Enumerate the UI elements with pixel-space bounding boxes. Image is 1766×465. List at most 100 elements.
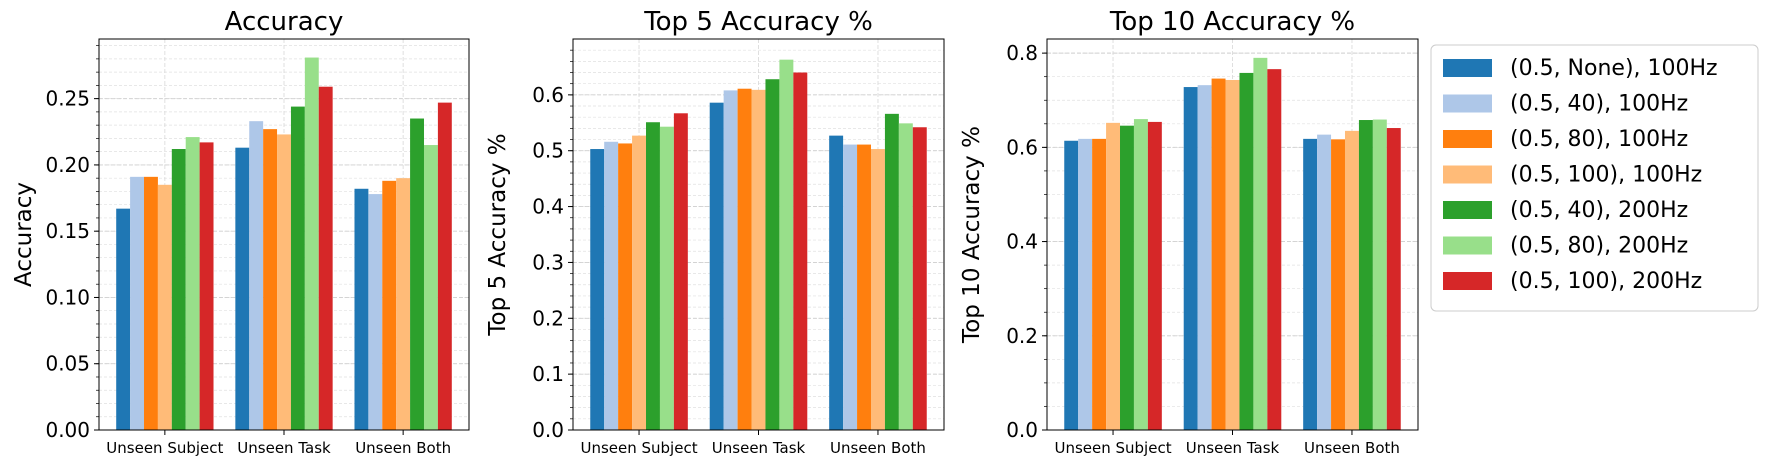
y-tick-label: 0.1 [532, 362, 564, 386]
x-tick-label: Unseen Task [712, 439, 806, 457]
x-tick-label: Unseen Subject [580, 439, 697, 457]
bar [659, 126, 674, 431]
x-tick-label: Unseen Task [1186, 439, 1280, 457]
bar [793, 72, 808, 430]
bar [1225, 79, 1240, 430]
bar [1133, 119, 1148, 430]
y-tick-label: 0.6 [532, 83, 564, 107]
bar [318, 86, 333, 430]
bar [857, 144, 871, 430]
legend-label: (0.5, 100), 200Hz [1510, 269, 1702, 294]
bar [423, 145, 438, 430]
bar [1064, 140, 1079, 430]
bars [1064, 57, 1401, 431]
bar [765, 79, 780, 431]
legend: (0.5, None), 100Hz (0.5, 40), 100Hz (0.5, … [1430, 44, 1759, 312]
x-tick-label: Unseen Both [830, 439, 926, 457]
bar [1078, 138, 1093, 430]
legend-label: (0.5, 80), 200Hz [1510, 234, 1688, 259]
y-tick-label: 0.2 [532, 306, 564, 330]
bar [368, 194, 383, 430]
bar [723, 90, 738, 430]
bar [396, 178, 411, 430]
bar [304, 57, 319, 430]
bar [1372, 119, 1387, 430]
y-axis-label: Accuracy [11, 182, 37, 287]
bar [1147, 121, 1162, 431]
x-tick-label: Unseen Subject [1054, 439, 1171, 457]
legend-swatch [1443, 236, 1492, 255]
bar [263, 129, 278, 430]
legend-label: (0.5, 80), 100Hz [1510, 127, 1688, 152]
bar [618, 143, 633, 430]
bar [249, 121, 264, 430]
bar [1303, 138, 1318, 430]
bar [751, 89, 766, 430]
chart-title: Top 10 Accuracy % [1109, 7, 1355, 37]
bar [898, 123, 913, 430]
bar [1092, 138, 1107, 430]
y-tick-label: 0.4 [1006, 230, 1038, 254]
bar [673, 113, 688, 430]
legend-swatch [1443, 165, 1492, 184]
x-tick-label: Unseen Both [1304, 439, 1400, 457]
bar [590, 149, 605, 430]
legend-box [1430, 44, 1759, 312]
bar [277, 134, 291, 430]
bar [912, 127, 927, 431]
x-tick-label: Unseen Task [237, 439, 331, 457]
y-tick-label: 0.00 [45, 418, 90, 442]
y-tick-label: 0.15 [45, 219, 90, 243]
bar [116, 208, 131, 430]
bar [290, 106, 305, 430]
y-tick-label: 0.3 [532, 250, 564, 274]
y-tick-label: 0.6 [1006, 135, 1038, 159]
legend-label: (0.5, None), 100Hz [1510, 56, 1718, 81]
bar [632, 135, 647, 430]
bar [843, 144, 858, 430]
chart-panel-3: 0.0 0.2 0.4 0.6 0.8 Unseen Subject Unseen Task… [959, 7, 1419, 457]
bar [354, 188, 369, 430]
legend-label: (0.5, 40), 200Hz [1510, 198, 1688, 223]
y-tick-label: 0.0 [1006, 418, 1038, 442]
legend-swatch [1443, 94, 1492, 113]
bar [1211, 78, 1226, 431]
y-tick-label: 0.0 [532, 418, 564, 442]
bar [1344, 130, 1359, 430]
bar [144, 176, 158, 430]
y-tick-label: 0.10 [45, 285, 90, 309]
y-axis-label: Top 10 Accuracy % [959, 126, 985, 344]
bar [604, 141, 619, 430]
bar [235, 147, 250, 430]
bar [1267, 69, 1282, 430]
bar [1253, 57, 1268, 430]
chart-title: Accuracy [225, 7, 344, 37]
y-axis-label: Top 5 Accuracy % [485, 133, 511, 336]
y-tick-label: 0.5 [532, 139, 564, 163]
bar [1317, 134, 1332, 430]
y-tick-label: 0.05 [45, 352, 90, 376]
y-tick-label: 0.4 [532, 195, 564, 219]
legend-swatch [1443, 201, 1492, 219]
bar [410, 118, 424, 430]
chart-title: Top 5 Accuracy % [643, 7, 873, 37]
x-tick-label: Unseen Both [355, 439, 451, 457]
legend-swatch [1443, 272, 1492, 290]
bar [1197, 85, 1212, 431]
bar [1358, 120, 1373, 431]
bar [382, 180, 397, 430]
bar [1106, 122, 1121, 430]
y-tick-label: 0.25 [45, 87, 90, 111]
chart-panel-2: 0.0 0.1 0.2 0.3 0.4 0.5 0.6 Unseen Subject Unsee… [485, 7, 945, 457]
legend-label: (0.5, 100), 100Hz [1510, 163, 1702, 188]
bars [590, 59, 927, 431]
y-tick-label: 0.2 [1006, 324, 1038, 348]
bar [185, 137, 200, 430]
bar [199, 142, 214, 430]
bar [737, 88, 752, 430]
bar [870, 149, 885, 430]
legend-swatch [1443, 130, 1492, 148]
bar [171, 149, 186, 430]
legend-label: (0.5, 40), 100Hz [1510, 92, 1688, 117]
